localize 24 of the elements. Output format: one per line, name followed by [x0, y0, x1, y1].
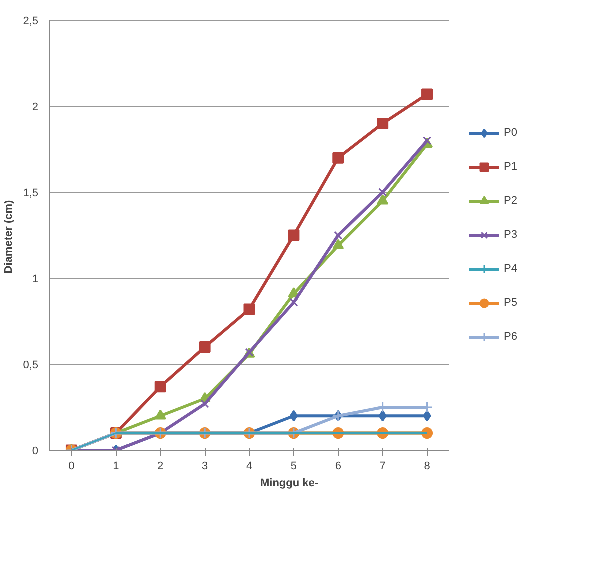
legend-label: P4 [504, 263, 518, 275]
x-tick-label: 1 [113, 460, 120, 472]
x-tick-label: 6 [335, 460, 342, 472]
x-tick-label: 8 [424, 460, 430, 472]
x-axis-title: Minggu ke- [260, 478, 319, 490]
legend-label: P5 [504, 297, 518, 309]
legend-label: P3 [504, 229, 518, 241]
x-tick-label: 4 [246, 460, 253, 472]
legend-label: P1 [504, 161, 518, 173]
legend-label: P6 [504, 331, 518, 343]
x-tick-label: 5 [290, 460, 298, 472]
x-tick-label: 0 [68, 460, 75, 472]
x-tick-label: 7 [380, 460, 386, 472]
y-tick-label: 0 [32, 446, 39, 458]
y-axis-title: Diameter (cm) [3, 200, 16, 274]
legend-label: P2 [504, 195, 518, 207]
x-tick-label: 3 [202, 460, 208, 472]
legend-label: P0 [504, 127, 518, 139]
x-tick-label: 2 [158, 460, 164, 472]
y-tick-label: 1,5 [23, 188, 39, 200]
y-tick-label: 1 [32, 274, 39, 286]
y-tick-label: 2,5 [23, 16, 39, 28]
y-tick-label: 0,5 [23, 360, 39, 372]
y-tick-label: 2 [32, 102, 39, 114]
